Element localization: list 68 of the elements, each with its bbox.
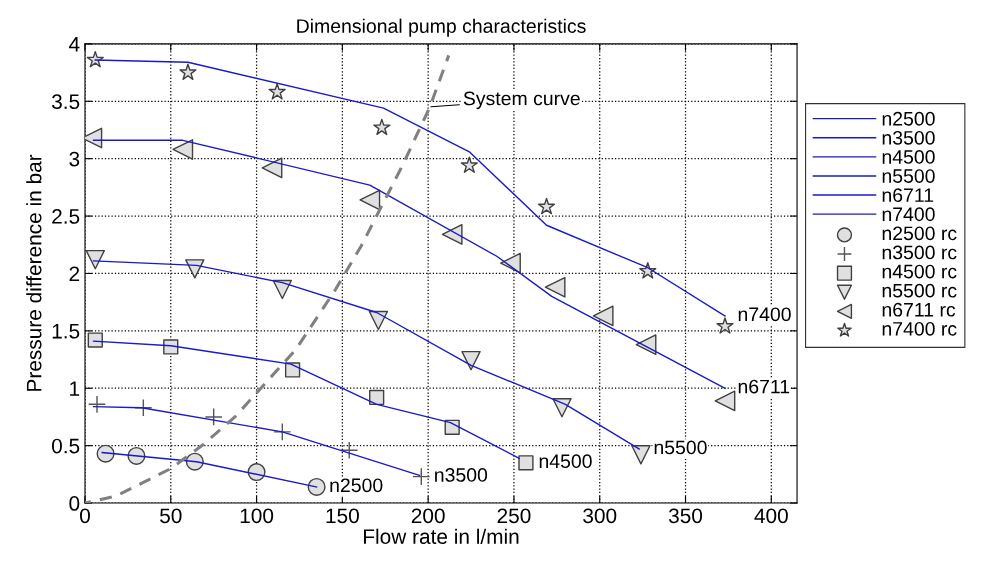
annotation: n3500	[435, 468, 488, 482]
point	[340, 441, 359, 460]
point	[631, 445, 651, 465]
y-tick-label: 3.5	[51, 94, 80, 110]
point	[85, 249, 106, 270]
point	[518, 455, 534, 471]
y-tick-label: 0	[69, 496, 80, 511]
legend-label: n6711 rc	[882, 302, 956, 317]
legend-label: n3500	[882, 130, 935, 145]
legend-label: n7400 rc	[882, 321, 957, 336]
x-tick-label: 100	[240, 508, 274, 524]
annotation: n5500	[654, 440, 707, 455]
y-tick-label: 1.5	[52, 324, 80, 339]
legend-label: n6711	[882, 188, 934, 203]
point	[96, 444, 115, 463]
line-series	[92, 405, 421, 477]
x-tick-label: 0	[80, 508, 90, 524]
point	[359, 189, 381, 211]
annotation: n4500	[539, 454, 592, 469]
point	[460, 156, 478, 173]
x-tick-label: 50	[160, 508, 182, 524]
legend-label: n3500 rc	[882, 245, 957, 260]
point	[461, 350, 481, 371]
y-axis-title: Pressure difference in bar	[26, 154, 42, 391]
x-tick-label: 150	[326, 508, 359, 524]
chart-title: Dimensional pump characteristics	[297, 18, 586, 37]
legend-label: n2500	[882, 111, 935, 126]
point	[179, 63, 197, 81]
point	[204, 407, 223, 426]
y-tick-label: 2.5	[52, 209, 80, 224]
x-tick-label: 300	[583, 508, 617, 524]
x-tick-label: 200	[411, 508, 445, 524]
x-tick-label: 250	[497, 508, 531, 524]
y-tick-label: 1	[70, 381, 80, 396]
annotation: n6711	[738, 379, 790, 394]
legend-label: n4500 rc	[882, 264, 957, 279]
x-axis-title: Flow rate in l/min	[364, 528, 519, 544]
point	[373, 118, 391, 136]
y-tick-label: 4	[69, 37, 80, 52]
y-tick-label: 3	[69, 151, 80, 167]
legend-label: n7400	[882, 207, 935, 222]
y-tick-label: 2	[69, 266, 80, 282]
point	[87, 332, 103, 348]
point	[441, 224, 463, 245]
point	[273, 422, 292, 441]
point	[307, 477, 326, 496]
point	[714, 390, 736, 412]
annotation: n7400	[738, 307, 791, 322]
legend-label: n2500 rc	[882, 226, 957, 241]
point	[87, 395, 107, 414]
legend-label: n5500 rc	[882, 283, 957, 298]
x-tick-label: 350	[668, 508, 703, 524]
legend-label: n4500	[882, 150, 935, 164]
point	[268, 83, 286, 100]
point	[412, 467, 431, 486]
point	[592, 305, 614, 327]
point	[544, 276, 566, 298]
point	[369, 389, 385, 406]
point	[261, 157, 283, 179]
legend-label: n5500	[882, 169, 935, 183]
point	[172, 139, 194, 160]
x-tick-label: 400	[754, 508, 788, 524]
annotation: n2500	[330, 478, 383, 493]
point	[716, 317, 734, 334]
point	[537, 197, 556, 215]
annotation: System curve	[463, 91, 580, 110]
y-tick-label: 0.5	[51, 438, 80, 454]
point	[163, 339, 179, 355]
